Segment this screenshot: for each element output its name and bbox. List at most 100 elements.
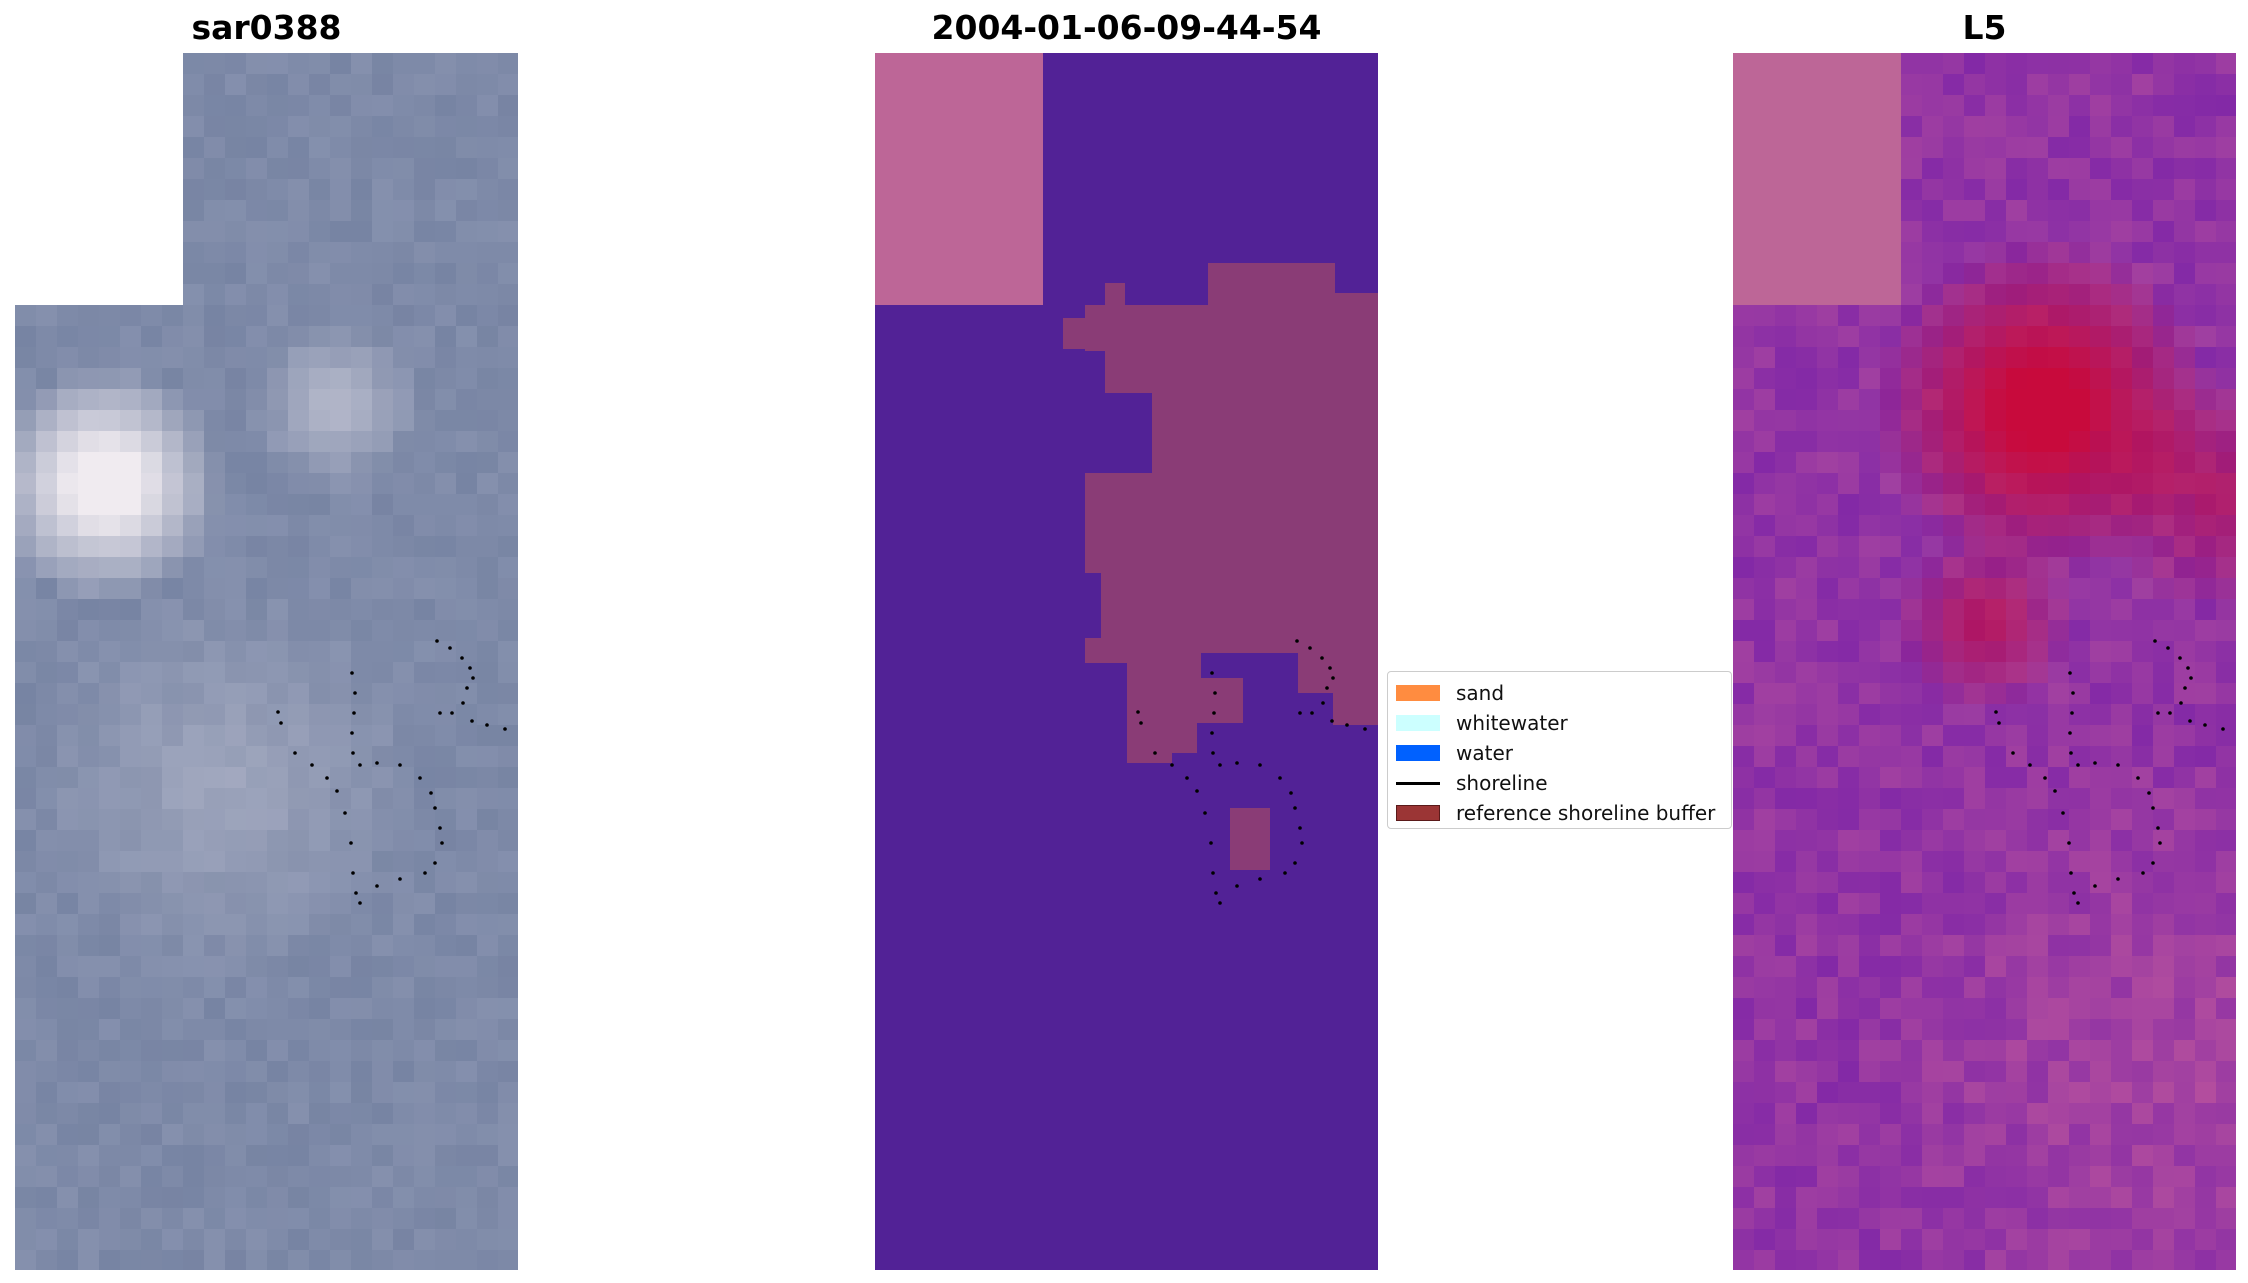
rgb-image-panel — [15, 53, 518, 1270]
shoreline-point — [1218, 901, 1222, 905]
shoreline-point — [2141, 871, 2145, 875]
shoreline-point — [2116, 877, 2120, 881]
shoreline-point — [2068, 731, 2072, 735]
shoreline-point — [350, 671, 354, 675]
shoreline-point — [1211, 751, 1215, 755]
shoreline-point — [461, 701, 465, 705]
shoreline-point — [2093, 761, 2097, 765]
shoreline-point — [353, 691, 357, 695]
shoreline-point — [2188, 719, 2192, 723]
shoreline-point — [468, 666, 472, 670]
shoreline-point — [2153, 639, 2157, 643]
shoreline-point — [1212, 711, 1216, 715]
shoreline-point — [2043, 776, 2047, 780]
shoreline-point — [358, 901, 362, 905]
shoreline-point — [471, 676, 475, 680]
shoreline-point — [448, 646, 452, 650]
shoreline-point — [1300, 841, 1304, 845]
shoreline-point — [2156, 711, 2160, 715]
shoreline-point — [375, 884, 379, 888]
shoreline-point — [1136, 710, 1140, 714]
buffer-patch — [1230, 808, 1270, 870]
shoreline-line-swatch — [1396, 781, 1440, 785]
shoreline-point — [1293, 806, 1297, 810]
legend-label: shoreline — [1456, 771, 1548, 795]
shoreline-point — [1209, 841, 1213, 845]
shoreline-point — [343, 811, 347, 815]
shoreline-point — [349, 841, 353, 845]
shoreline-point — [1321, 701, 1325, 705]
shoreline-point — [418, 776, 422, 780]
legend-item-whitewater: whitewater — [1396, 708, 1723, 738]
shoreline-point — [1210, 731, 1214, 735]
shoreline-point — [398, 877, 402, 881]
shoreline-point — [2158, 841, 2162, 845]
shoreline-point — [1139, 721, 1143, 725]
shoreline-point — [2069, 871, 2073, 875]
shoreline-point — [1235, 761, 1239, 765]
shoreline-point — [358, 763, 362, 767]
shoreline-point — [438, 826, 442, 830]
shoreline-point — [2116, 763, 2120, 767]
shoreline-point — [1185, 776, 1189, 780]
no-data-area — [875, 53, 1043, 305]
shoreline-point — [2053, 789, 2057, 793]
shoreline-point — [1153, 751, 1157, 755]
shoreline-point — [1310, 711, 1314, 715]
shoreline-point — [2067, 841, 2071, 845]
shoreline-point — [1278, 776, 1282, 780]
shoreline-point — [352, 711, 356, 715]
shoreline-point — [450, 711, 454, 715]
shoreline-point — [1289, 791, 1293, 795]
shoreline-point — [1218, 763, 1222, 767]
shoreline-point — [1331, 676, 1335, 680]
shoreline-point — [2072, 891, 2076, 895]
water-swatch — [1396, 745, 1440, 761]
shoreline-point — [1203, 811, 1207, 815]
shoreline-point — [1997, 721, 2001, 725]
reference-buffer-swatch — [1396, 805, 1440, 821]
shoreline-point — [435, 639, 439, 643]
shoreline-point — [1330, 719, 1334, 723]
shoreline-point — [1295, 639, 1299, 643]
classified-image-panel — [875, 53, 1378, 1270]
no-data-area — [1733, 53, 1901, 305]
shoreline-point — [423, 871, 427, 875]
shoreline-point — [293, 751, 297, 755]
shoreline-point — [1235, 884, 1239, 888]
shoreline-point — [1328, 666, 1332, 670]
shoreline-point — [1298, 826, 1302, 830]
shoreline-point — [440, 841, 444, 845]
index-image — [1733, 53, 2236, 1270]
shoreline-point — [2183, 686, 2187, 690]
legend-label: sand — [1456, 681, 1505, 705]
sand-swatch — [1396, 685, 1440, 701]
shoreline-point — [2076, 763, 2080, 767]
shoreline-point — [1345, 723, 1349, 727]
shoreline-point — [2147, 791, 2151, 795]
shoreline-point — [325, 776, 329, 780]
panel-title-classified: 2004-01-06-09-44-54 — [931, 8, 1322, 47]
shoreline-point — [2156, 826, 2160, 830]
shoreline-point — [2151, 806, 2155, 810]
legend-item-water: water — [1396, 738, 1723, 768]
shoreline-point — [2028, 763, 2032, 767]
shoreline-point — [2068, 671, 2072, 675]
shoreline-point — [310, 763, 314, 767]
shoreline-point — [429, 791, 433, 795]
shoreline-point — [1994, 710, 1998, 714]
shoreline-point — [2071, 691, 2075, 695]
legend-label: reference shoreline buffer — [1456, 801, 1716, 825]
legend: sand whitewater water shoreline referenc… — [1387, 671, 1732, 829]
shoreline-point — [2189, 676, 2193, 680]
shoreline-point — [2151, 861, 2155, 865]
legend-item-shoreline: shoreline — [1396, 768, 1723, 798]
shoreline-point — [354, 891, 358, 895]
shoreline-point — [351, 751, 355, 755]
shoreline-point — [465, 686, 469, 690]
reference-shoreline-buffer-area — [1063, 263, 1378, 763]
shoreline-point — [1283, 871, 1287, 875]
shoreline-point — [2203, 723, 2207, 727]
shoreline-point — [2166, 646, 2170, 650]
legend-item-sand: sand — [1396, 678, 1723, 708]
